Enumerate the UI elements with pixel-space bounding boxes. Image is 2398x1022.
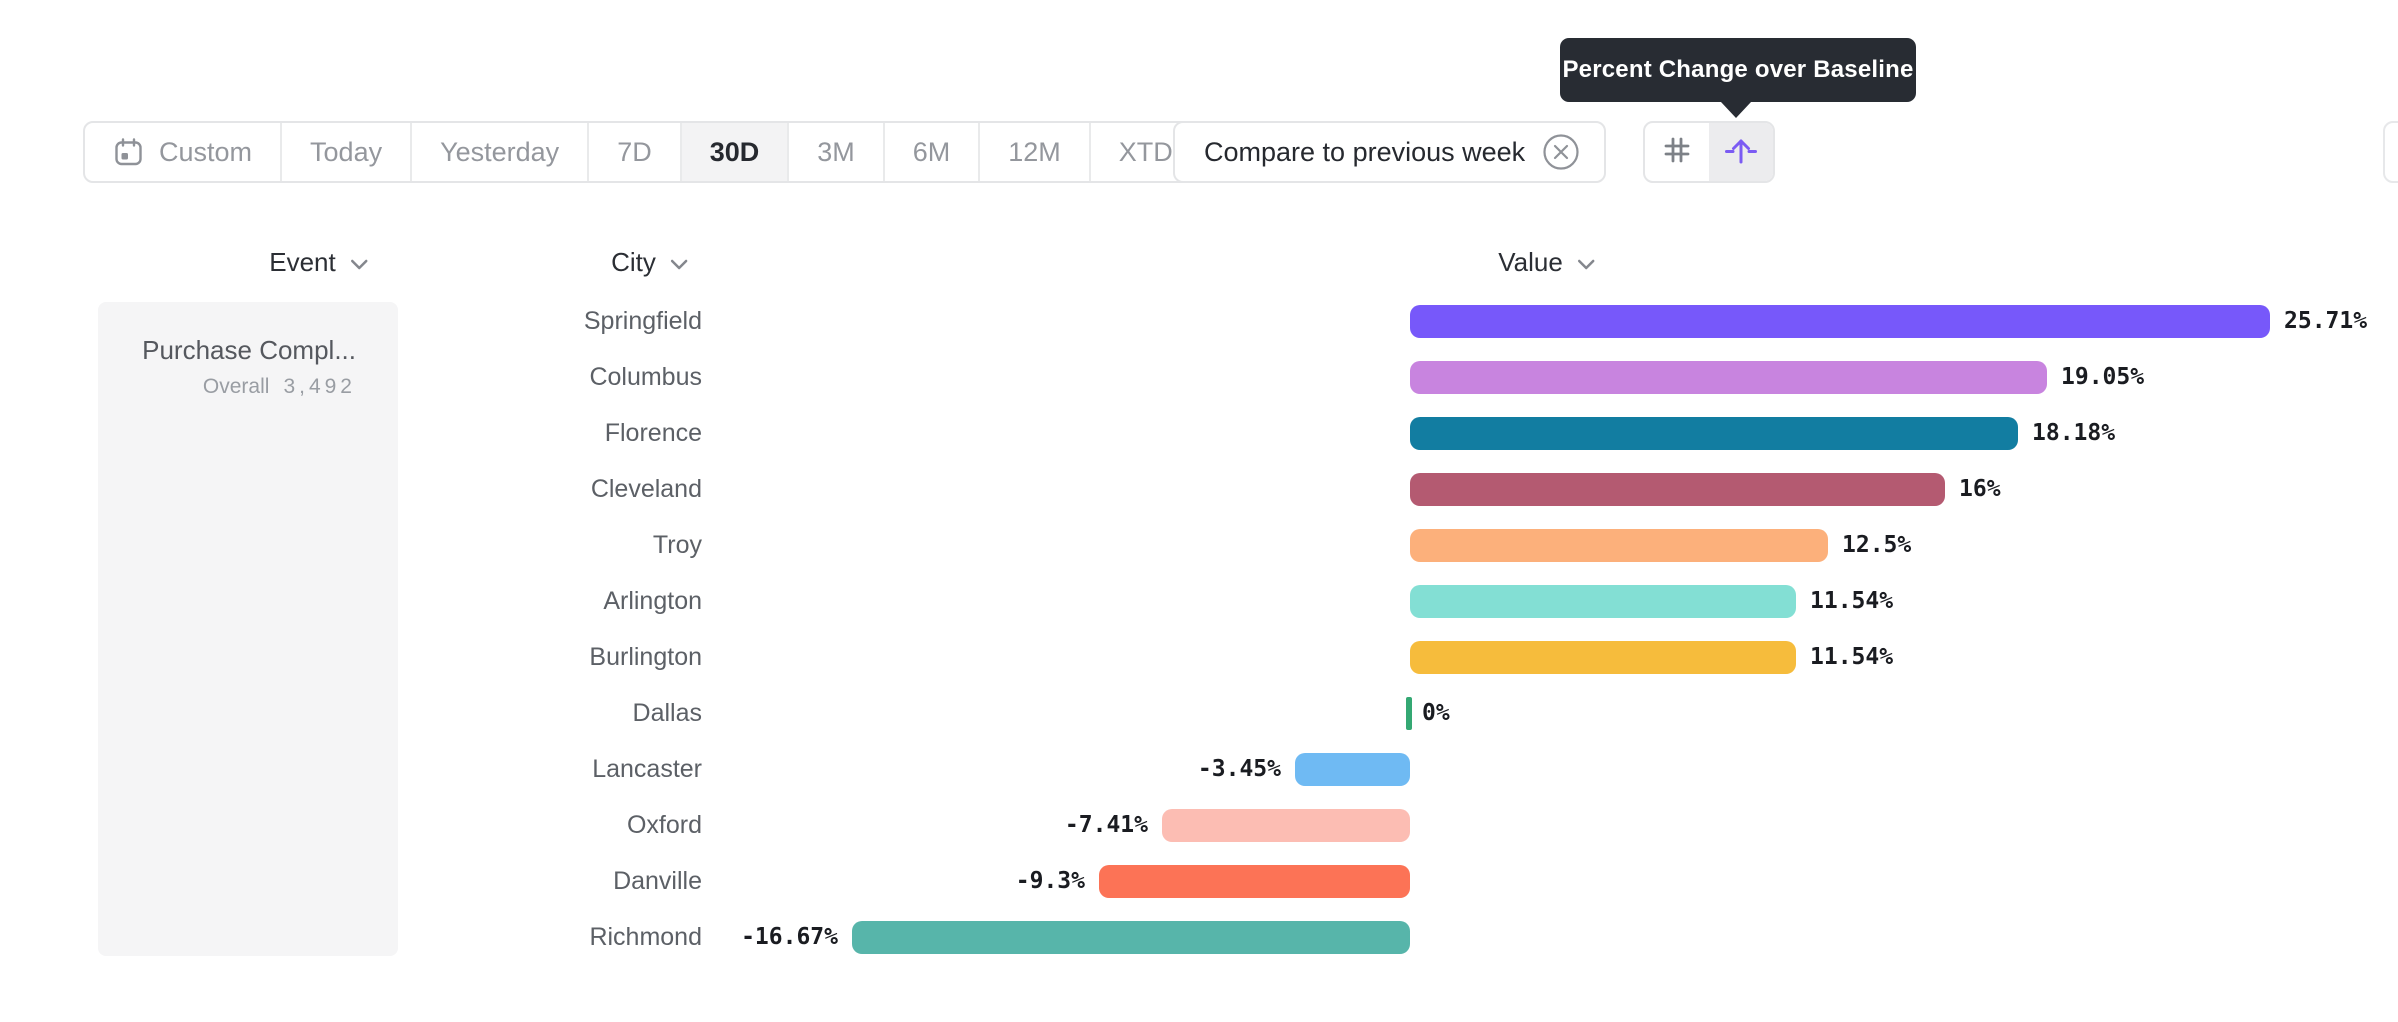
column-header-value[interactable]: Value — [1498, 244, 1596, 280]
city-label-dallas: Dallas — [632, 699, 702, 727]
event-card-title: Purchase Compl... — [142, 335, 356, 365]
city-label-lancaster: Lancaster — [592, 755, 702, 783]
city-label-oxford: Oxford — [626, 811, 702, 839]
bar-burlington[interactable] — [1410, 640, 1796, 674]
value-label-burlington: 11.54% — [1810, 644, 1894, 670]
grid-hash-icon-button[interactable] — [1645, 123, 1709, 181]
date-range-12m[interactable]: 12M — [980, 123, 1091, 181]
value-label-dallas: 0% — [1422, 700, 1450, 726]
bar-cleveland[interactable] — [1410, 472, 1945, 506]
chevron-down-icon — [669, 247, 689, 278]
value-label-florence: 18.18% — [2032, 420, 2116, 446]
bar-dallas[interactable] — [1406, 696, 1412, 730]
date-range-label: 12M — [1008, 136, 1061, 167]
bar-columbus[interactable] — [1410, 360, 2047, 394]
date-range-yesterday[interactable]: Yesterday — [412, 123, 590, 181]
grid-hash-icon — [1661, 134, 1693, 171]
bar-richmond[interactable] — [852, 920, 1410, 954]
compare-chip-label: Compare to previous week — [1204, 136, 1526, 167]
value-label-springfield: 25.71% — [2284, 308, 2368, 334]
date-range-group: Custom Today Yesterday 7D 30D 3M 6M 12M XTD — [83, 121, 1238, 183]
overall-label: Overall — [202, 375, 270, 398]
tooltip-arrow — [1721, 102, 1751, 118]
bar-arlington[interactable] — [1410, 584, 1796, 618]
city-label-danville: Danville — [613, 867, 702, 895]
date-range-label: 6M — [912, 136, 951, 167]
date-range-label: Today — [310, 136, 383, 167]
bar-danville[interactable] — [1099, 864, 1410, 898]
date-range-today[interactable]: Today — [282, 123, 413, 181]
date-range-label: 7D — [617, 136, 652, 167]
bar-oxford[interactable] — [1162, 808, 1410, 842]
value-label-lancaster: -3.45% — [1197, 756, 1281, 782]
column-header-event-label: Event — [269, 246, 336, 277]
compare-chip[interactable]: Compare to previous week — [1173, 121, 1607, 183]
city-label-columbus: Columbus — [589, 363, 702, 391]
calendar-icon — [113, 137, 144, 168]
column-header-event[interactable]: Event — [269, 244, 369, 280]
overall-value: 3,492 — [283, 375, 356, 398]
chevron-down-icon — [1576, 247, 1596, 278]
date-range-label: Yesterday — [440, 136, 560, 167]
date-range-xtd[interactable]: XTD — [1091, 123, 1236, 181]
chevron-down-icon — [349, 247, 369, 278]
column-header-city-label: City — [611, 246, 656, 277]
chart-view-toggle — [1643, 121, 1775, 183]
date-range-custom[interactable]: Custom — [85, 123, 283, 181]
date-range-label: 3M — [817, 136, 855, 167]
column-header-value-label: Value — [1498, 246, 1563, 277]
city-label-florence: Florence — [604, 419, 702, 447]
tooltip: Percent Change over Baseline — [1560, 38, 1916, 118]
date-range-6m[interactable]: 6M — [885, 123, 981, 181]
date-range-7d[interactable]: 7D — [589, 123, 682, 181]
bar-troy[interactable] — [1410, 528, 1828, 562]
date-range-30d[interactable]: 30D — [681, 123, 790, 181]
percent-baseline-icon-button[interactable] — [1709, 123, 1773, 181]
city-label-richmond: Richmond — [589, 923, 702, 951]
percent-baseline-icon — [1723, 132, 1759, 173]
city-label-cleveland: Cleveland — [590, 475, 702, 503]
value-label-danville: -9.3% — [1015, 868, 1085, 894]
date-range-label: XTD — [1118, 136, 1173, 167]
bar-florence[interactable] — [1410, 416, 2018, 450]
value-label-cleveland: 16% — [1959, 476, 2001, 502]
partial-button-right-edge[interactable] — [2383, 121, 2398, 183]
date-range-label: 30D — [709, 136, 760, 167]
value-label-oxford: -7.41% — [1064, 812, 1148, 838]
date-range-label: Custom — [159, 136, 253, 167]
city-label-troy: Troy — [652, 531, 702, 559]
bar-springfield[interactable] — [1410, 304, 2270, 338]
value-label-columbus: 19.05% — [2061, 364, 2145, 390]
city-label-springfield: Springfield — [583, 307, 702, 335]
tooltip-text: Percent Change over Baseline — [1562, 56, 1914, 83]
circle-x-icon[interactable] — [1542, 133, 1580, 171]
value-label-troy: 12.5% — [1842, 532, 1912, 558]
value-label-richmond: -16.67% — [741, 924, 838, 950]
city-label-burlington: Burlington — [589, 643, 702, 671]
column-header-city[interactable]: City — [611, 244, 689, 280]
bar-lancaster[interactable] — [1295, 752, 1410, 786]
city-label-arlington: Arlington — [603, 587, 702, 615]
value-label-arlington: 11.54% — [1810, 588, 1894, 614]
event-card[interactable]: Purchase Compl... Overall 3,492 — [98, 302, 398, 956]
date-range-3m[interactable]: 3M — [789, 123, 885, 181]
event-card-overall: Overall 3,492 — [98, 372, 356, 402]
